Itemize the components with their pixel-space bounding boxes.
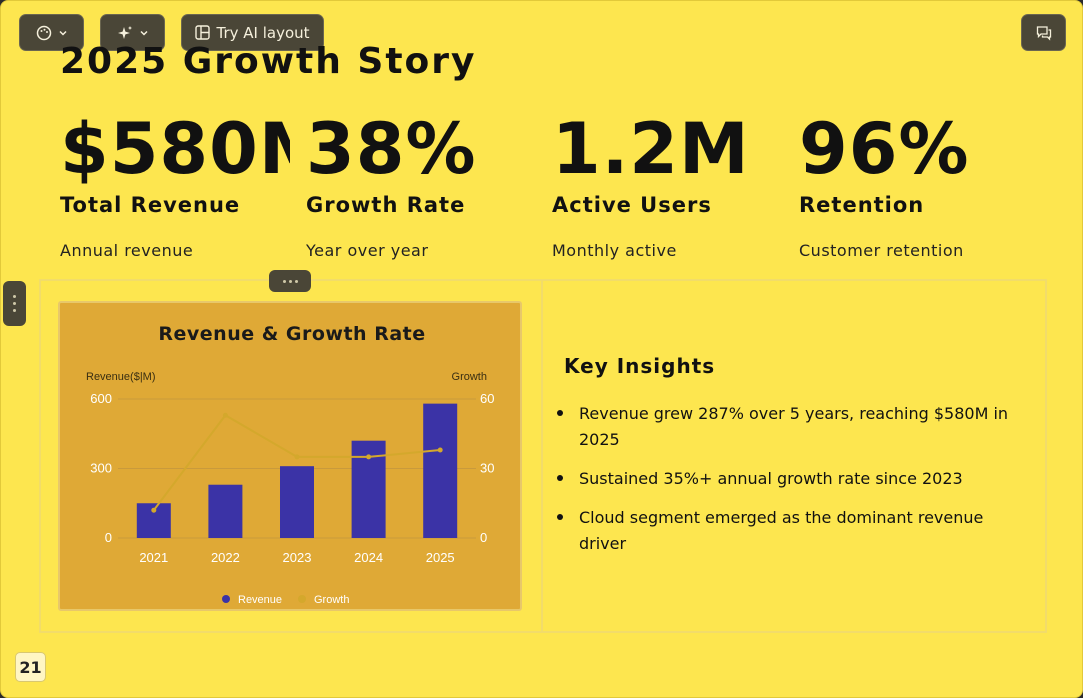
- stat-sub: Year over year: [306, 241, 429, 260]
- bar-revenue: [423, 403, 458, 538]
- stat-total-revenue: $580M Total Revenue Annual revenue: [60, 109, 290, 260]
- stat-retention: 96% Retention Customer retention: [799, 109, 1039, 260]
- point-growth: [294, 454, 300, 460]
- insights-title: Key Insights: [564, 354, 716, 378]
- point-growth: [437, 447, 443, 453]
- chevron-down-icon: [58, 28, 68, 38]
- insight-item: Cloud segment emerged as the dominant re…: [554, 505, 1024, 557]
- try-ai-layout-button[interactable]: Try AI layout: [181, 14, 324, 51]
- insights-list: Revenue grew 287% over 5 years, reaching…: [554, 401, 1024, 570]
- column-divider: [541, 281, 543, 631]
- comments-icon: [1036, 25, 1052, 41]
- drag-handle-vertical[interactable]: [3, 281, 26, 326]
- y-tick-left: 0: [105, 530, 112, 545]
- drag-handle-horizontal[interactable]: [269, 270, 311, 292]
- ai-menu-button[interactable]: [100, 14, 165, 51]
- stat-label: Growth Rate: [306, 193, 466, 217]
- layout-icon: [195, 25, 211, 40]
- revenue-growth-chart: 0 300 600 0 30 60 Revenue($|M) Growth 2021 2022 20…: [86, 371, 494, 606]
- stat-value: 96%: [799, 109, 970, 189]
- stat-label: Retention: [799, 193, 925, 217]
- try-ai-layout-label: Try AI layout: [216, 23, 310, 42]
- legend-swatch-growth: [298, 595, 306, 603]
- palette-icon: [36, 25, 52, 41]
- x-tick-label: 2022: [211, 550, 240, 565]
- stat-active-users: 1.2M Active Users Monthly active: [552, 109, 792, 260]
- y-tick-left: 300: [90, 461, 112, 476]
- stat-sub: Customer retention: [799, 241, 964, 260]
- y-tick-right: 0: [480, 530, 487, 545]
- point-growth: [151, 507, 157, 513]
- y-axis-title-right: Growth: [452, 371, 487, 383]
- y-tick-right: 30: [480, 461, 494, 476]
- stat-growth-rate: 38% Growth Rate Year over year: [306, 109, 546, 260]
- stat-value: $580M: [60, 109, 290, 189]
- sparkles-icon: [117, 25, 133, 41]
- page-number: 21: [15, 652, 46, 682]
- chart-card[interactable]: Revenue & Growth Rate 0 300 600 0 30 60 Revenu…: [58, 301, 522, 611]
- stat-label: Total Revenue: [60, 193, 241, 217]
- y-tick-right: 60: [480, 391, 494, 406]
- theme-button[interactable]: [19, 14, 84, 51]
- slide-title: 2025 Growth Story: [60, 41, 477, 82]
- x-tick-label: 2021: [139, 550, 168, 565]
- content-layout-box[interactable]: [39, 279, 1047, 633]
- stat-sub: Monthly active: [552, 241, 677, 260]
- chevron-down-icon: [139, 28, 149, 38]
- stat-value: 38%: [306, 109, 477, 189]
- insight-item: Revenue grew 287% over 5 years, reaching…: [554, 401, 1024, 453]
- point-growth: [366, 454, 372, 460]
- stat-value: 1.2M: [552, 109, 750, 189]
- bar-revenue: [280, 466, 314, 538]
- legend-label-growth: Growth: [314, 594, 349, 606]
- legend-swatch-revenue: [222, 595, 230, 603]
- point-growth: [222, 412, 228, 418]
- y-axis-title-left: Revenue($|M): [86, 371, 156, 383]
- stat-label: Active Users: [552, 193, 712, 217]
- insight-item: Sustained 35%+ annual growth rate since …: [554, 466, 1024, 492]
- comments-button[interactable]: [1021, 14, 1066, 51]
- stat-sub: Annual revenue: [60, 241, 194, 260]
- chart-title: Revenue & Growth Rate: [158, 323, 426, 345]
- legend-label-revenue: Revenue: [238, 594, 282, 606]
- bar-revenue: [208, 484, 243, 538]
- x-tick-label: 2024: [354, 550, 383, 565]
- x-tick-label: 2023: [283, 550, 312, 565]
- x-tick-label: 2025: [426, 550, 455, 565]
- y-tick-left: 600: [90, 391, 112, 406]
